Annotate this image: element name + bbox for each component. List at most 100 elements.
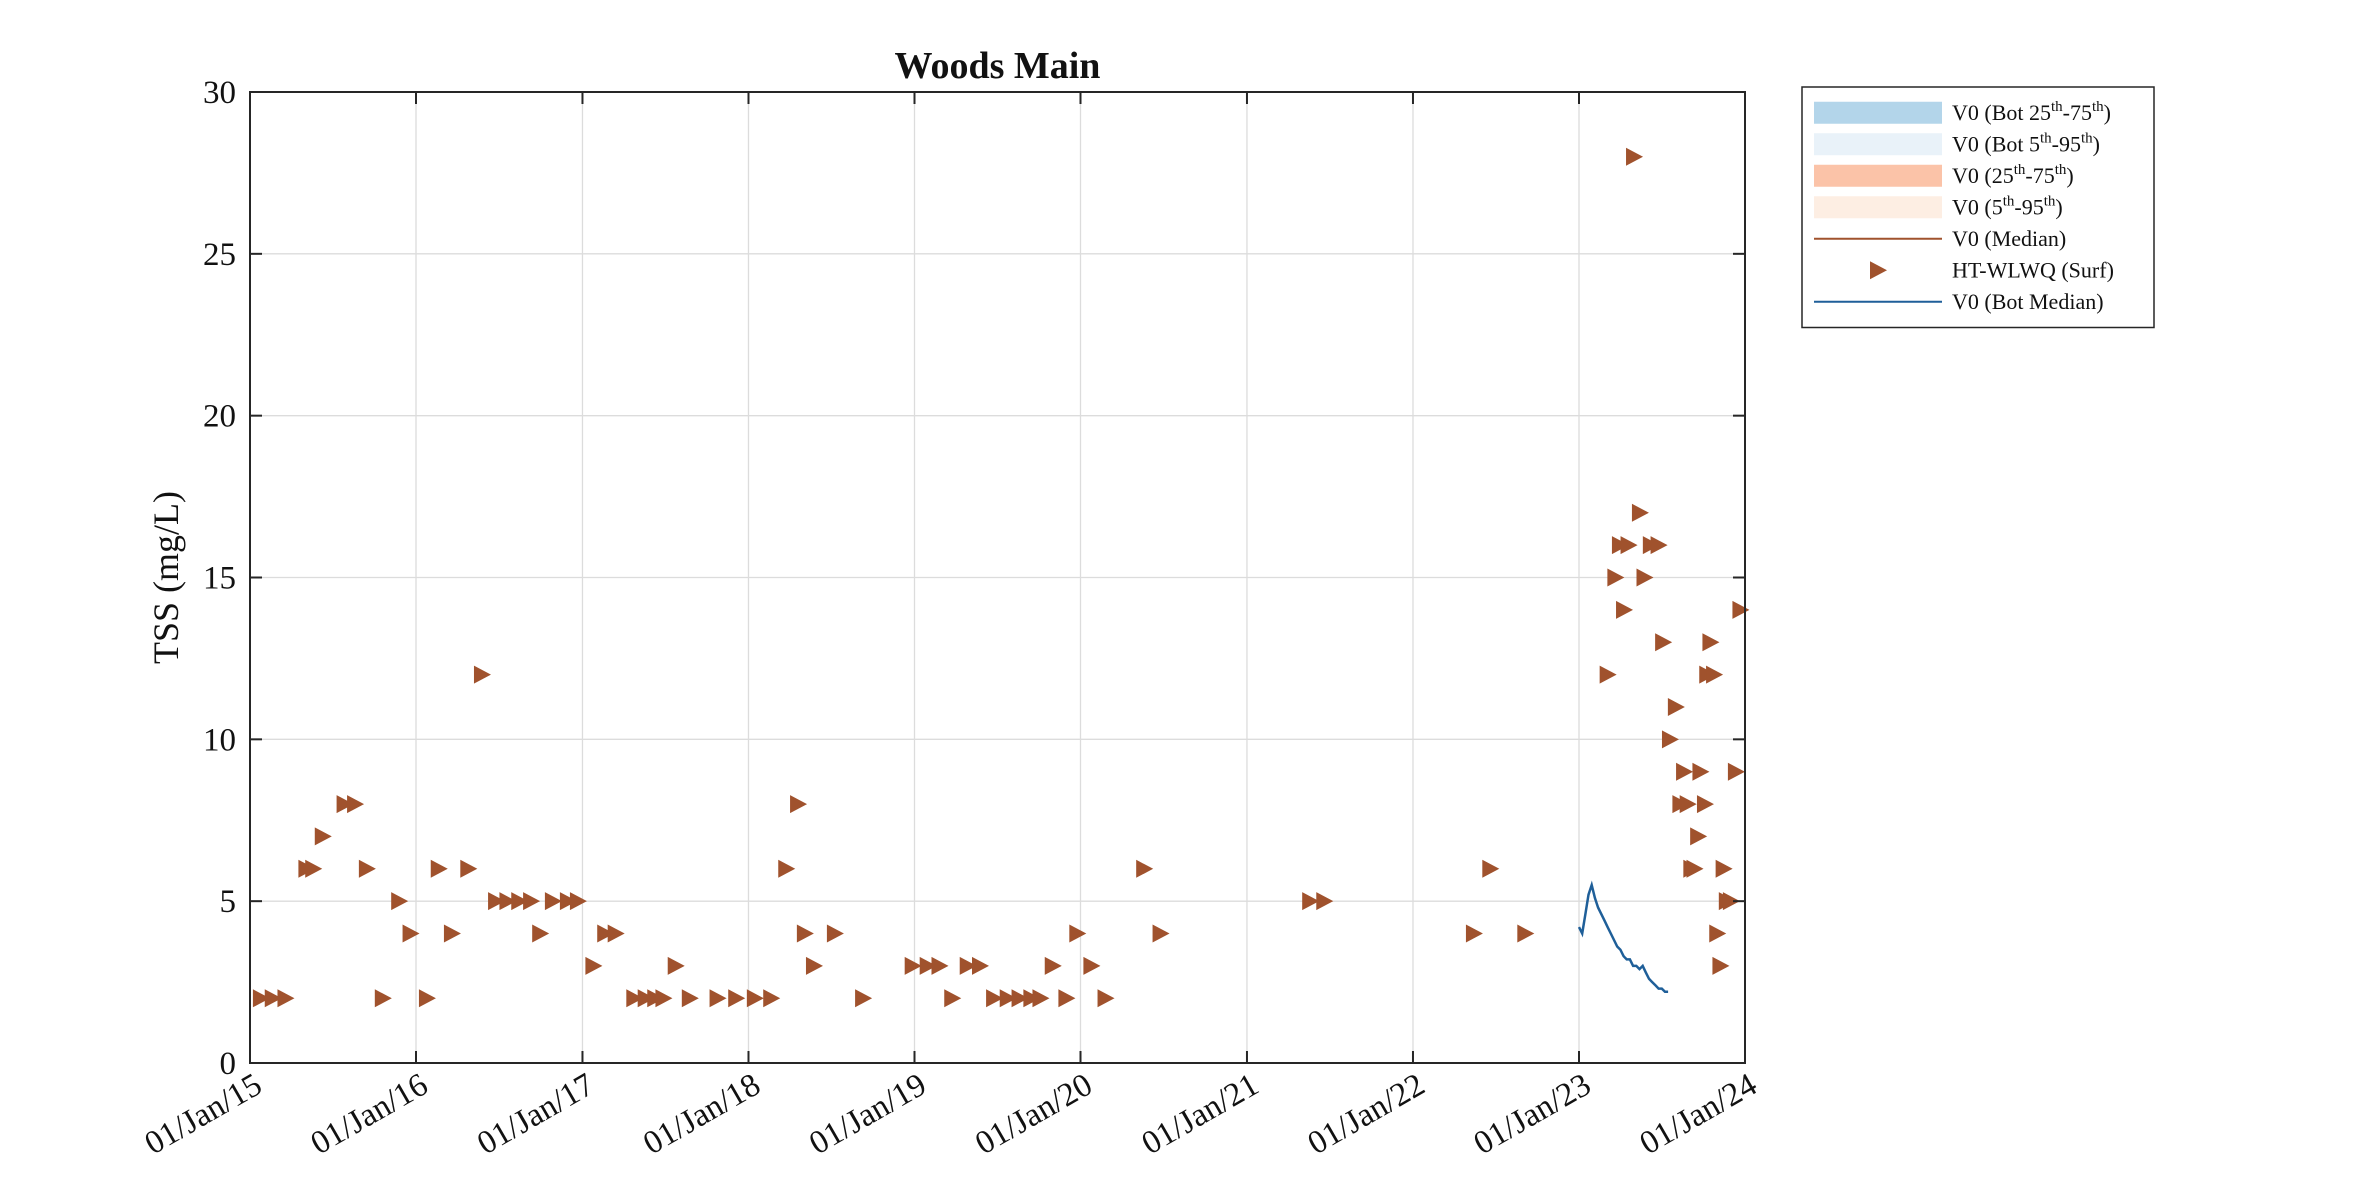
data-point: [1517, 924, 1535, 943]
data-point: [1620, 536, 1638, 555]
y-tick-label: 0: [220, 1046, 237, 1082]
series-layer: [252, 147, 1750, 1008]
legend-label-part: HT-WLWQ (Surf): [1952, 257, 2114, 282]
legend-item: V0 (Bot Median): [1814, 289, 2104, 314]
data-point: [986, 989, 1004, 1008]
data-point: [796, 924, 814, 943]
data-point: [358, 859, 376, 878]
data-point: [1727, 762, 1745, 781]
data-point: [1702, 633, 1720, 652]
data-point: [402, 924, 420, 943]
legend-label-part: -75: [2063, 100, 2092, 125]
data-point: [1676, 762, 1694, 781]
data-point: [637, 989, 655, 1008]
data-point: [314, 827, 332, 846]
data-point: [460, 859, 478, 878]
legend-label-part: V0 (Bot 5: [1952, 131, 2040, 156]
x-tick-label: 01/Jan/22: [1302, 1067, 1431, 1162]
data-point: [655, 989, 673, 1008]
data-point: [1032, 989, 1050, 1008]
x-tick-label: 01/Jan/19: [803, 1067, 932, 1162]
data-point: [1715, 859, 1733, 878]
data-point: [1661, 730, 1679, 749]
data-point: [681, 989, 699, 1008]
legend-label-part: V0 (5: [1952, 194, 2003, 219]
legend-label: HT-WLWQ (Surf): [1952, 257, 2114, 282]
legend-label-superscript: th: [2044, 193, 2056, 209]
legend-label-part: V0 (Bot 25: [1952, 100, 2051, 125]
data-point: [805, 956, 823, 975]
series-v0-bot-median-line: [1577, 880, 1669, 994]
data-point: [544, 892, 562, 911]
data-point: [971, 956, 989, 975]
data-point: [1599, 665, 1617, 684]
data-point: [418, 989, 436, 1008]
legend-label-part: -95: [2052, 131, 2081, 156]
data-point: [336, 795, 354, 814]
data-point: [1722, 892, 1740, 911]
data-point: [443, 924, 461, 943]
data-point: [1706, 665, 1724, 684]
data-point: [1302, 892, 1320, 911]
data-point: [347, 795, 365, 814]
legend-label-part: ): [2055, 194, 2062, 219]
data-point: [473, 665, 491, 684]
data-point: [1083, 956, 1101, 975]
data-point: [790, 795, 808, 814]
legend-label-superscript: th: [2092, 99, 2104, 115]
data-point: [1636, 568, 1654, 587]
data-point: [1616, 600, 1634, 619]
data-point: [374, 989, 392, 1008]
legend-label-part: ): [2093, 131, 2100, 156]
legend-label: V0 (25th-75th): [1952, 162, 2074, 188]
y-tick-label: 15: [203, 561, 236, 597]
legend-label-part: ): [2104, 100, 2111, 125]
legend-label: V0 (Bot 5th-95th): [1952, 130, 2100, 156]
data-point: [1136, 859, 1154, 878]
legend-label-superscript: th: [2003, 193, 2015, 209]
y-tick-label: 30: [203, 75, 236, 111]
legend-label-part: V0 (25: [1952, 163, 2014, 188]
data-point: [1709, 924, 1727, 943]
data-point: [667, 956, 685, 975]
legend: V0 (Bot 25th-75th)V0 (Bot 5th-95th)V0 (2…: [1801, 86, 2155, 329]
legend-item: HT-WLWQ (Surf): [1870, 257, 2114, 282]
data-point: [728, 989, 746, 1008]
data-point: [607, 924, 625, 943]
data-point: [264, 989, 282, 1008]
data-point: [277, 989, 295, 1008]
data-point: [559, 892, 577, 911]
data-point: [1686, 859, 1704, 878]
data-point: [1631, 503, 1649, 522]
legend-label: V0 (Median): [1952, 226, 2066, 251]
x-tick-label: 01/Jan/15: [139, 1067, 268, 1162]
data-point: [1044, 956, 1062, 975]
data-point: [523, 892, 541, 911]
legend-item: V0 (5th-95th): [1814, 193, 2063, 219]
data-point: [305, 859, 323, 878]
data-point: [430, 859, 448, 878]
legend-label-superscript: th: [2051, 99, 2063, 115]
data-point: [709, 989, 727, 1008]
legend-marker-swatch: [1870, 261, 1887, 280]
data-point: [597, 924, 615, 943]
x-tick-label: 01/Jan/21: [1136, 1067, 1265, 1162]
data-point: [959, 956, 977, 975]
legend-swatch: [1814, 101, 1942, 124]
legend-label-part: -75: [2025, 163, 2054, 188]
data-point: [585, 956, 603, 975]
data-point: [826, 924, 844, 943]
legend-item: V0 (Bot 5th-95th): [1814, 130, 2100, 156]
data-point: [1667, 697, 1685, 716]
legend-label-part: -95: [2014, 194, 2043, 219]
data-point: [1732, 600, 1750, 619]
legend-label: V0 (Bot 25th-75th): [1952, 99, 2111, 125]
legend-swatch: [1814, 196, 1942, 219]
legend-label-part: V0 (Median): [1952, 226, 2066, 251]
data-point: [1679, 795, 1697, 814]
data-point: [626, 989, 644, 1008]
data-point: [1482, 859, 1500, 878]
grid-layer: [250, 92, 1745, 1063]
y-tick-label: 10: [203, 722, 236, 758]
